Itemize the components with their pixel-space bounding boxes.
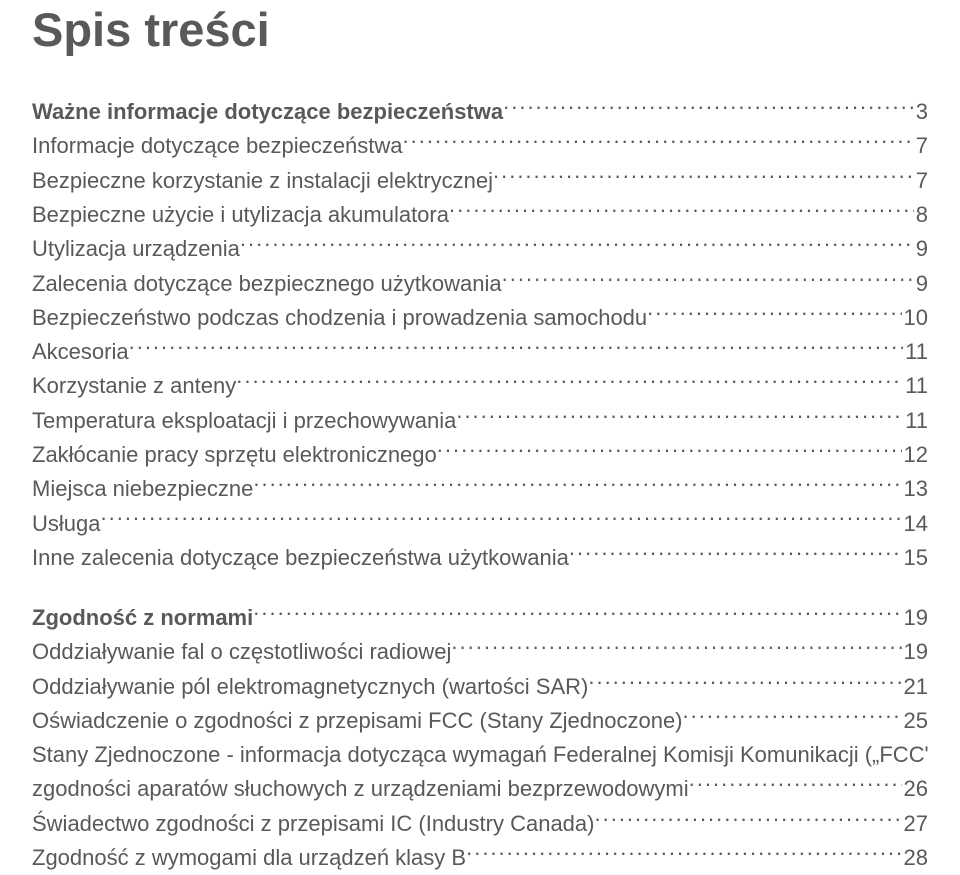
toc-entry-label: Bezpieczeństwo podczas chodzenia i prowa…	[32, 301, 647, 335]
toc-entry-label: zgodności aparatów słuchowych z urządzen…	[32, 772, 689, 806]
toc-leader-dots	[456, 404, 903, 428]
toc-entry: Akcesoria 11	[32, 335, 928, 369]
toc-entry-page: 8	[914, 198, 928, 232]
toc-entry-label: Oddziaływanie pól elektromagnetycznych (…	[32, 670, 588, 704]
toc-entry-label: Korzystanie z anteny	[32, 369, 236, 403]
toc-entry: Świadectwo zgodności z przepisami IC (In…	[32, 806, 928, 840]
toc-entry-label: Oświadczenie o zgodności z przepisami FC…	[32, 704, 683, 738]
toc-leader-dots	[502, 266, 914, 290]
toc-leader-dots	[129, 335, 904, 359]
toc-entry: Informacje dotyczące bezpieczeństwa 7	[32, 129, 928, 163]
toc-entry-page: 9	[914, 267, 928, 301]
toc-entry-line1: Stany Zjednoczone - informacja dotycząca…	[32, 738, 928, 772]
toc-entry-page: 15	[902, 541, 928, 575]
toc-entry: Zgodność z wymogami dla urządzeń klasy B…	[32, 841, 928, 875]
toc-entry: Zalecenia dotyczące bezpiecznego użytkow…	[32, 266, 928, 300]
toc-entry-page: 9	[914, 232, 928, 266]
toc-entry: Zakłócanie pracy sprzętu elektronicznego…	[32, 438, 928, 472]
toc-leader-dots	[466, 841, 901, 865]
toc-entry-label: Zalecenia dotyczące bezpiecznego użytkow…	[32, 267, 502, 301]
toc-entry-label: Miejsca niebezpieczne	[32, 472, 253, 506]
toc-entry-label: Usługa	[32, 507, 100, 541]
toc-leader-dots	[253, 472, 901, 496]
toc-entry-page: 27	[902, 807, 928, 841]
toc-leader-dots	[493, 164, 914, 188]
toc-entry-label: Bezpieczne użycie i utylizacja akumulato…	[32, 198, 449, 232]
toc-leader-dots	[503, 95, 914, 119]
toc-heading-page: 3	[914, 95, 928, 129]
toc-page: Spis treści Ważne informacje dotyczące b…	[0, 0, 960, 868]
toc-leader-dots	[236, 369, 903, 393]
toc-leader-dots	[240, 232, 914, 256]
toc-entry-page: 25	[902, 704, 928, 738]
toc-leader-dots	[569, 541, 902, 565]
toc-heading-page: 19	[902, 601, 928, 635]
toc-leader-dots	[449, 198, 914, 222]
toc-entry-page: 14	[902, 507, 928, 541]
toc-entry-label: Oddziaływanie fal o częstotliwości radio…	[32, 635, 451, 669]
toc-entry: Temperatura eksploatacji i przechowywani…	[32, 404, 928, 438]
toc-leader-dots	[100, 506, 901, 530]
toc-entry-page: 7	[914, 129, 928, 163]
toc-entry-label: Zgodność z wymogami dla urządzeń klasy B	[32, 841, 466, 875]
page-title: Spis treści	[32, 0, 928, 57]
toc-entry: Oddziaływanie pól elektromagnetycznych (…	[32, 670, 928, 704]
toc-section-heading: Ważne informacje dotyczące bezpieczeństw…	[32, 95, 928, 129]
toc-entry-label: Zakłócanie pracy sprzętu elektronicznego	[32, 438, 437, 472]
toc-entry: Utylizacja urządzenia 9	[32, 232, 928, 266]
toc-entry-page: 26	[902, 772, 928, 806]
toc-entry: Bezpieczne użycie i utylizacja akumulato…	[32, 198, 928, 232]
toc-heading-label: Zgodność z normami	[32, 601, 253, 635]
toc-entries-group: Informacje dotyczące bezpieczeństwa 7 Bezp…	[32, 129, 928, 575]
toc-entry-page: 21	[902, 670, 928, 704]
toc-entry: Inne zalecenia dotyczące bezpieczeństwa …	[32, 541, 928, 575]
toc-entry-page: 11	[903, 335, 928, 369]
toc-entry: Bezpieczne korzystanie z instalacji elek…	[32, 164, 928, 198]
toc-entry-label: Utylizacja urządzenia	[32, 232, 240, 266]
toc-entry: Korzystanie z anteny 11	[32, 369, 928, 403]
toc-entry: Usługa 14	[32, 506, 928, 540]
toc-entry-label: Informacje dotyczące bezpieczeństwa	[32, 129, 403, 163]
toc-entry-page: 13	[902, 472, 928, 506]
toc-section-heading: Zgodność z normami 19	[32, 601, 928, 635]
toc-leader-dots	[647, 301, 901, 325]
toc-entry: Bezpieczeństwo podczas chodzenia i prowa…	[32, 301, 928, 335]
toc-entry: Miejsca niebezpieczne 13	[32, 472, 928, 506]
toc-leader-dots	[683, 704, 902, 728]
toc-entry-page: 19	[902, 635, 928, 669]
toc-leader-dots	[689, 772, 902, 796]
toc-entry-label: Inne zalecenia dotyczące bezpieczeństwa …	[32, 541, 569, 575]
toc-leader-dots	[594, 806, 901, 830]
toc-entry: Oddziaływanie fal o częstotliwości radio…	[32, 635, 928, 669]
toc-entry-page: 12	[902, 438, 928, 472]
toc-entry: Oświadczenie o zgodności z przepisami FC…	[32, 704, 928, 738]
toc-entry-line2: zgodności aparatów słuchowych z urządzen…	[32, 772, 928, 806]
toc-leader-dots	[403, 129, 914, 153]
toc-leader-dots	[451, 635, 901, 659]
toc-entry-label: Temperatura eksploatacji i przechowywani…	[32, 404, 456, 438]
toc-entry-label: Akcesoria	[32, 335, 129, 369]
toc-entry-page: 28	[902, 841, 928, 875]
toc-entry-label: Bezpieczne korzystanie z instalacji elek…	[32, 164, 493, 198]
toc-leader-dots	[588, 670, 901, 694]
toc-entry-page: 11	[903, 404, 928, 438]
toc-leader-dots	[437, 438, 902, 462]
toc-entries-group: Oddziaływanie fal o częstotliwości radio…	[32, 635, 928, 875]
toc-entry-label: Świadectwo zgodności z przepisami IC (In…	[32, 807, 594, 841]
toc-entry-page: 7	[914, 164, 928, 198]
toc-entry-page: 11	[903, 369, 928, 403]
toc-entry-label: Stany Zjednoczone - informacja dotycząca…	[32, 738, 928, 772]
toc-heading-label: Ważne informacje dotyczące bezpieczeństw…	[32, 95, 503, 129]
toc-leader-dots	[253, 601, 901, 625]
toc-entry-page: 10	[902, 301, 928, 335]
